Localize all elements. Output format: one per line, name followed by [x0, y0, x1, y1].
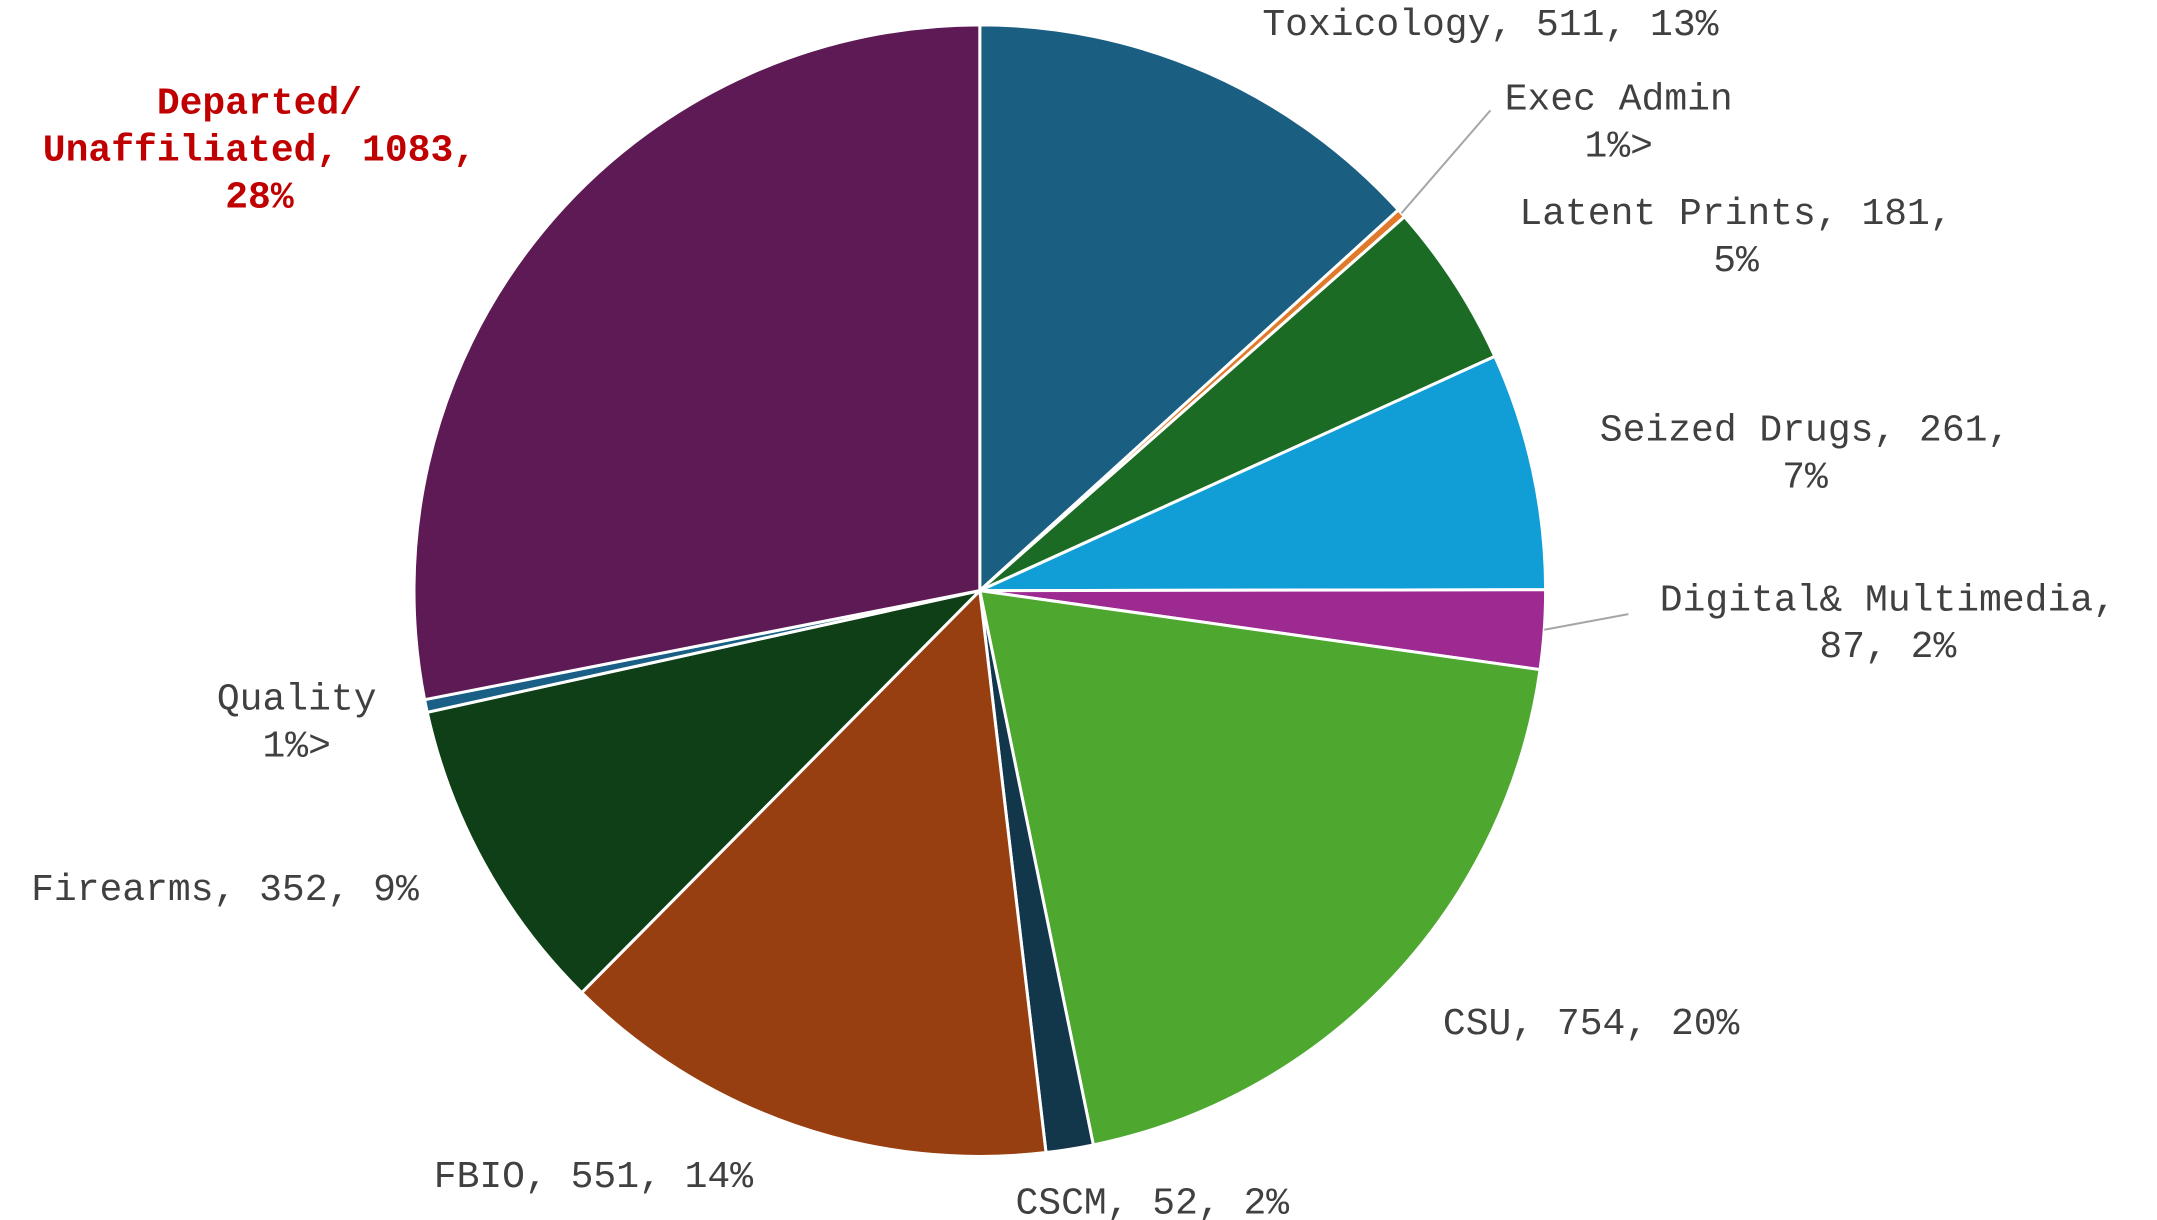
data-label: CSCM, 52, 2% — [1015, 1182, 1289, 1220]
data-label-line: Firearms, 352, 9% — [31, 869, 419, 912]
data-label: Firearms, 352, 9% — [31, 869, 419, 912]
data-label-line: Seized Drugs, 261, — [1600, 410, 2010, 453]
data-label-line: CSU, 754, 20% — [1443, 1003, 1740, 1046]
data-label-line: Toxicology, 511, 13% — [1262, 4, 1718, 47]
data-label: Latent Prints, 181, 5% — [1519, 193, 1952, 283]
pie-slice — [425, 588, 985, 995]
pie-slice — [979, 354, 1548, 593]
data-label-line: 1%> — [262, 726, 330, 769]
data-label-line: Latent Prints, 181, — [1519, 193, 1952, 236]
pie-slice — [978, 214, 1497, 593]
data-label-line: Exec Admin — [1505, 78, 1733, 121]
data-label-line: FBIO, 551, 14% — [434, 1156, 753, 1199]
data-label: CSU, 754, 20% — [1443, 1003, 1740, 1046]
data-label: Seized Drugs, 261, 7% — [1600, 410, 2010, 500]
pie-slice — [977, 588, 1542, 1147]
data-label: Departed/Unaffiliated, 1083, 28% — [43, 83, 476, 220]
pie-slice — [412, 23, 982, 702]
data-label-line: 7% — [1782, 457, 1828, 500]
data-label: Quality 1%> — [217, 679, 377, 769]
leader-line — [1400, 109, 1492, 214]
data-label-line: 5% — [1713, 240, 1759, 283]
leader-line — [1544, 613, 1629, 631]
data-label-line: 1%> — [1585, 125, 1653, 168]
data-label-line: Departed/ — [157, 83, 362, 126]
data-label: Toxicology, 511, 13% — [1262, 4, 1718, 47]
data-label: Exec Admin 1%> — [1505, 78, 1733, 168]
pie-slice — [579, 587, 1048, 1158]
data-label: Digital& Multimedia, 87, 2% — [1660, 579, 2116, 669]
data-label-line: Unaffiliated, 1083, — [43, 129, 476, 172]
data-label-line: CSCM, 52, 2% — [1015, 1182, 1289, 1220]
data-label-line: 28% — [225, 176, 294, 219]
data-label-line: Quality — [217, 679, 377, 722]
pie-slice — [978, 23, 1401, 595]
data-label: FBIO, 551, 14% — [434, 1156, 753, 1199]
data-label-line: Digital& Multimedia, — [1660, 579, 2116, 622]
data-label-line: 87, 2% — [1819, 626, 1956, 669]
